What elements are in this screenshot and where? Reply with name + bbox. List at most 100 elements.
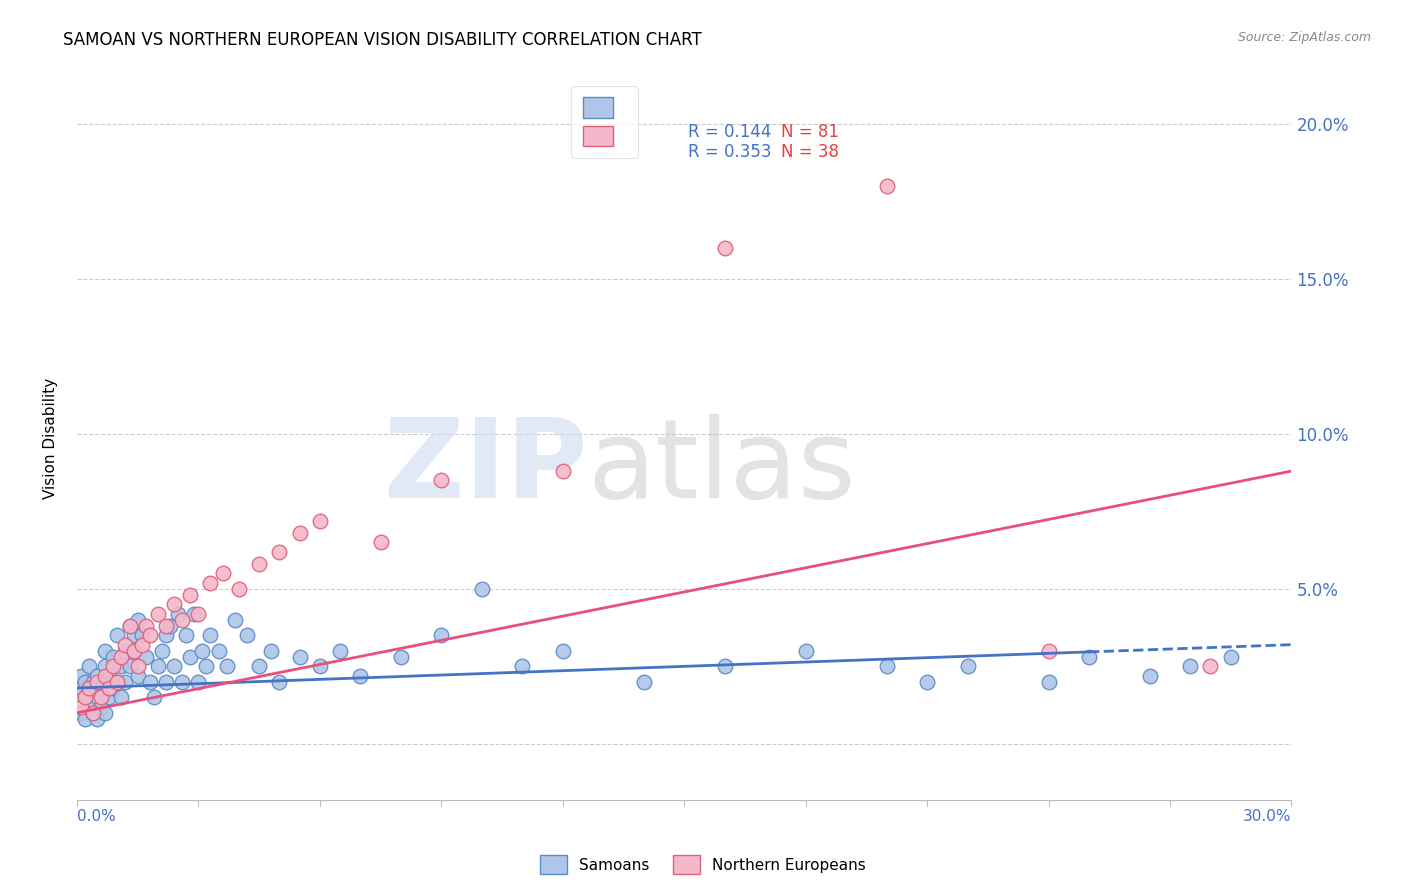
Point: [94, 706, 117, 720]
Point: [155, 619, 177, 633]
Point: [1180, 659, 1202, 673]
Point: [127, 613, 149, 627]
Point: [228, 582, 250, 596]
Point: [349, 668, 371, 682]
Point: [70, 699, 93, 714]
Point: [146, 659, 169, 673]
Point: [122, 628, 145, 642]
Point: [73, 674, 96, 689]
Point: [430, 474, 453, 488]
Point: [794, 644, 817, 658]
Point: [127, 659, 149, 673]
Point: [90, 690, 112, 705]
Point: [110, 659, 132, 673]
Point: [90, 681, 112, 695]
Point: [94, 659, 117, 673]
Point: [551, 644, 574, 658]
Point: [269, 674, 291, 689]
Point: [131, 638, 153, 652]
Point: [90, 699, 112, 714]
Point: [471, 582, 494, 596]
Point: [179, 650, 201, 665]
Point: [159, 619, 181, 633]
Point: [77, 699, 100, 714]
Point: [1078, 650, 1101, 665]
Point: [105, 674, 128, 689]
Point: [236, 628, 259, 642]
Point: [288, 650, 311, 665]
Point: [183, 607, 205, 621]
Point: [389, 650, 412, 665]
Point: [70, 681, 93, 695]
Point: [187, 607, 209, 621]
Point: [82, 706, 104, 720]
Point: [713, 241, 735, 255]
Point: [1038, 674, 1060, 689]
Point: [155, 628, 177, 642]
Point: [73, 712, 96, 726]
Point: [260, 644, 283, 658]
Text: N = 81: N = 81: [780, 123, 838, 142]
Point: [86, 712, 108, 726]
Point: [86, 690, 108, 705]
Point: [118, 659, 141, 673]
Text: Source: ZipAtlas.com: Source: ZipAtlas.com: [1237, 31, 1371, 45]
Point: [98, 690, 121, 705]
Point: [118, 619, 141, 633]
Point: [207, 644, 229, 658]
Point: [105, 628, 128, 642]
Point: [135, 619, 157, 633]
Point: [247, 557, 270, 571]
Point: [114, 644, 136, 658]
Point: [876, 178, 898, 193]
Point: [146, 607, 169, 621]
Point: [200, 575, 222, 590]
Point: [127, 668, 149, 682]
Point: [174, 628, 197, 642]
Point: [163, 598, 186, 612]
Text: 30.0%: 30.0%: [1243, 809, 1292, 824]
Point: [103, 659, 125, 673]
Text: R = 0.144: R = 0.144: [688, 123, 772, 142]
Point: [77, 681, 100, 695]
Point: [172, 613, 194, 627]
Text: N = 38: N = 38: [780, 143, 838, 161]
Point: [1219, 650, 1241, 665]
Point: [172, 674, 194, 689]
Point: [211, 566, 233, 581]
Text: SAMOAN VS NORTHERN EUROPEAN VISION DISABILITY CORRELATION CHART: SAMOAN VS NORTHERN EUROPEAN VISION DISAB…: [63, 31, 702, 49]
Point: [114, 674, 136, 689]
Point: [713, 659, 735, 673]
Point: [1139, 668, 1161, 682]
Point: [86, 668, 108, 682]
Point: [329, 644, 352, 658]
Point: [288, 526, 311, 541]
Point: [73, 690, 96, 705]
Text: 0.0%: 0.0%: [77, 809, 115, 824]
Point: [191, 644, 214, 658]
Point: [163, 659, 186, 673]
Point: [142, 690, 165, 705]
Point: [269, 544, 291, 558]
Point: [73, 690, 96, 705]
Point: [195, 659, 218, 673]
Point: [139, 674, 162, 689]
Point: [94, 644, 117, 658]
Point: [103, 681, 125, 695]
Point: [135, 650, 157, 665]
Legend: , : ,: [571, 86, 638, 158]
Point: [122, 644, 145, 658]
Point: [70, 706, 93, 720]
Point: [122, 644, 145, 658]
Point: [179, 588, 201, 602]
Point: [1038, 644, 1060, 658]
Point: [370, 535, 392, 549]
Point: [94, 668, 117, 682]
Point: [86, 674, 108, 689]
Point: [510, 659, 533, 673]
Point: [1199, 659, 1222, 673]
Point: [82, 674, 104, 689]
Point: [956, 659, 979, 673]
Point: [77, 659, 100, 673]
Point: [200, 628, 222, 642]
